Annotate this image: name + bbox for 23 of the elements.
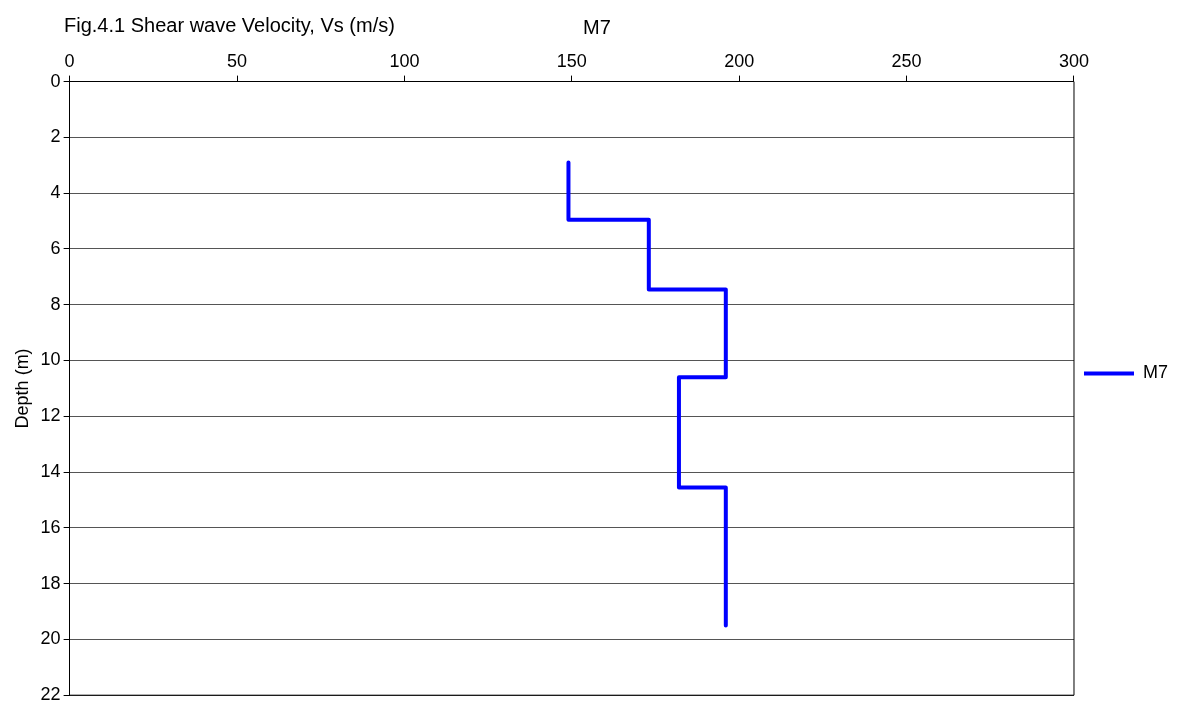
x-tick-label: 200 <box>724 50 755 71</box>
x-axis-title: Fig.4.1 Shear wave Velocity, Vs (m/s) <box>64 14 395 37</box>
x-tick-label: 250 <box>891 50 922 71</box>
x-tick-label: 100 <box>389 50 420 71</box>
y-tick-label: 4 <box>50 182 61 203</box>
y-tick-label: 8 <box>50 293 61 314</box>
y-tick-label: 22 <box>40 684 61 705</box>
chart-title: M7 <box>583 16 611 39</box>
legend-label: M7 <box>1143 362 1169 383</box>
y-tick-label: 10 <box>40 349 61 370</box>
x-tick-label: 300 <box>1058 50 1090 71</box>
y-tick-label: 6 <box>50 237 61 258</box>
y-tick-label: 12 <box>40 405 61 426</box>
y-tick-label: 2 <box>50 126 61 147</box>
y-tick-label: 0 <box>50 70 61 91</box>
y-tick-label: 18 <box>40 572 61 593</box>
x-tick-label: 50 <box>227 50 248 71</box>
y-tick-label: 20 <box>40 628 61 649</box>
x-tick-label: 0 <box>64 50 75 71</box>
x-tick-label: 150 <box>556 50 587 71</box>
y-tick-label: 14 <box>40 461 61 482</box>
y-tick-label: 16 <box>40 516 61 537</box>
y-axis-title: Depth (m) <box>11 348 32 429</box>
